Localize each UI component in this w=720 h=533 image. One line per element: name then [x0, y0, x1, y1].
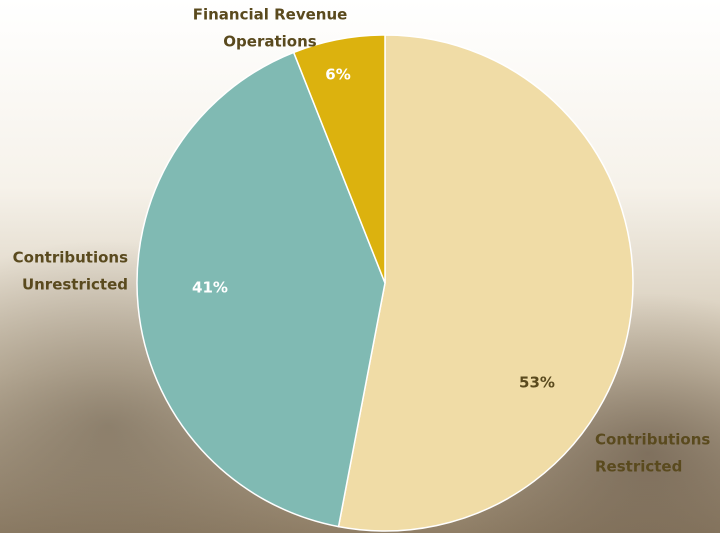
category-label: Unrestricted: [22, 276, 128, 294]
pie-slice: [337, 34, 634, 532]
category-label: Contributions: [13, 249, 128, 267]
category-label: Operations: [223, 33, 316, 51]
pie-slice: [136, 51, 386, 528]
value-label: 53%: [519, 374, 555, 392]
value-label: 6%: [325, 66, 350, 84]
pie: [136, 34, 634, 532]
category-label: Restricted: [595, 458, 682, 476]
value-label: 41%: [192, 279, 228, 297]
pie-slice: [292, 34, 386, 284]
labels: 53% Contributions Restricted 41% Contributio…: [13, 6, 711, 476]
category-label: Financial Revenue: [193, 6, 348, 24]
category-label: Contributions: [595, 431, 710, 449]
